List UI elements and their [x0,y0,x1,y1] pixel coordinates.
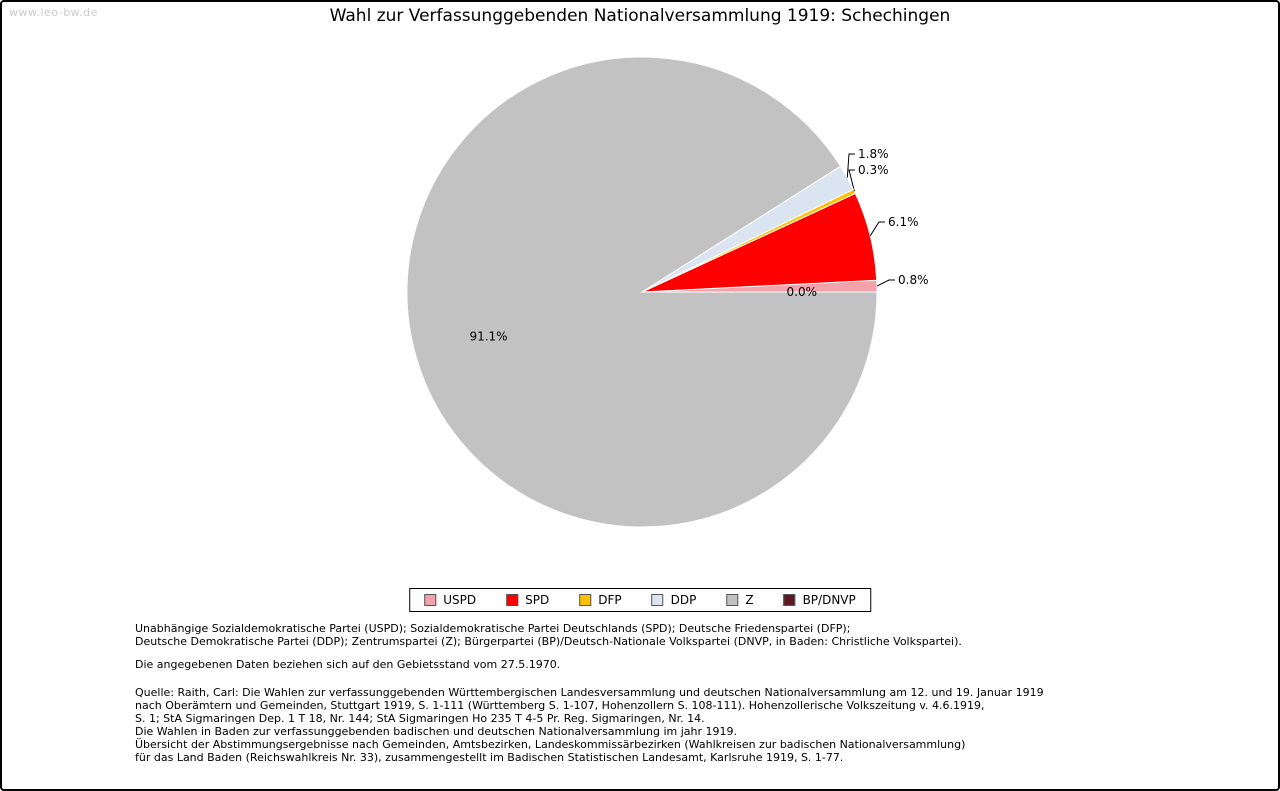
leader-line-dfp [848,169,855,192]
legend-swatch-z [726,594,739,606]
footnote-line: Deutsche Demokratische Partei (DDP); Zen… [135,635,962,648]
legend-item-z: Z [726,593,754,607]
pie-value-label-spd: 6.1% [888,215,919,229]
leader-line-uspd [876,279,895,287]
legend-swatch-spd [506,594,519,606]
leader-line-spd [869,221,885,237]
pie-value-label-dfp: 0.3% [858,163,889,177]
legend-label-uspd: USPD [443,593,477,607]
legend-item-dfp: DFP [579,593,622,607]
source-line: nach Oberämtern und Gemeinden, Stuttgart… [135,699,985,712]
legend-swatch-bp-dnvp [783,594,796,606]
legend-item-uspd: USPD [424,593,476,607]
source-line: für das Land Baden (Reichswahlkreis Nr. … [135,751,844,764]
legend-item-bp-dnvp: BP/DNVP [783,593,856,607]
page-title: Wahl zur Verfassunggebenden Nationalvers… [329,6,951,26]
pie-value-label-uspd: 0.8% [898,273,929,287]
territorial-status-note: Die angegebenen Daten beziehen sich auf … [135,658,561,671]
source-line: Übersicht der Abstimmungsergebnisse nach… [135,738,966,751]
pie-value-label-ddp: 1.8% [858,147,889,161]
legend-swatch-ddp [651,594,664,606]
leader-line-ddp [846,153,855,178]
source-line: Quelle: Raith, Carl: Die Wahlen zur verf… [135,686,1044,699]
legend-item-spd: SPD [506,593,549,607]
party-abbreviations-note: Unabhängige Sozialdemokratische Partei (… [135,622,1235,648]
footnote-line: Unabhängige Sozialdemokratische Partei (… [135,622,851,635]
pie-value-label-z: 91.1% [469,330,507,344]
pie-chart: 0.8% 6.1% 0.3% 1.8% 91.1% 0.0% [406,56,929,528]
legend-swatch-uspd [424,594,437,606]
watermark: www.leo-bw.de [9,6,98,19]
legend-swatch-dfp [579,594,592,606]
source-note: Quelle: Raith, Carl: Die Wahlen zur verf… [135,686,1235,764]
legend-item-ddp: DDP [651,593,697,607]
legend-label-spd: SPD [525,593,550,607]
source-line: S. 1; StA Sigmaringen Dep. 1 T 18, Nr. 1… [135,712,705,725]
legend-label-bp-dnvp: BP/DNVP [802,593,856,607]
legend: USPD SPD DFP DDP Z BP/DNVP [409,588,871,612]
legend-label-z: Z [745,593,754,607]
pie-value-label-bp-dnvp: 0.0% [787,285,818,299]
legend-label-dfp: DFP [598,593,622,607]
pie-slice-z [406,56,878,528]
legend-label-ddp: DDP [670,593,697,607]
source-line: Die Wahlen in Baden zur verfassunggebend… [135,725,738,738]
